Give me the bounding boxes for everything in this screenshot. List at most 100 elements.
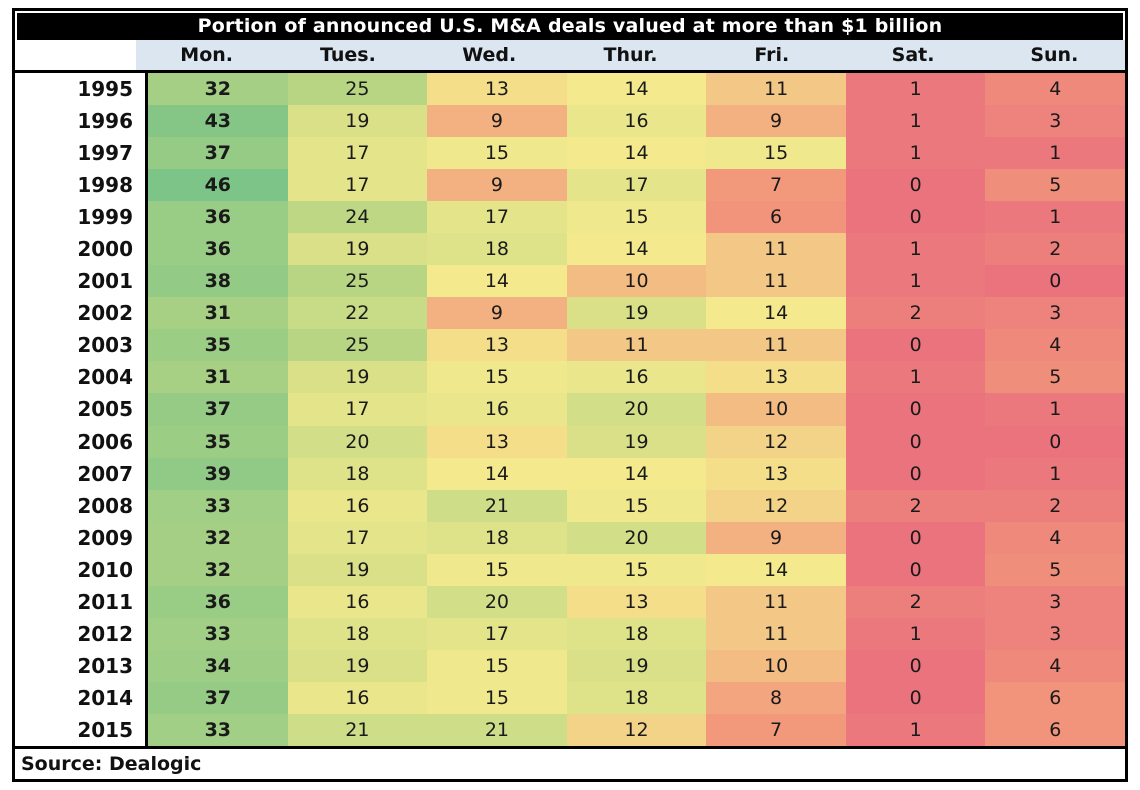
heatmap-cell-2005-wed: 16 <box>427 393 567 426</box>
table-row-2003: 2003 35 25 13 11 11 0 4 <box>15 329 1126 362</box>
heatmap-cell-2004-sun: 5 <box>985 361 1126 394</box>
heatmap-grid: 1995 32 25 13 14 11 1 4 1996 43 19 9 16 9 1 3 1997 37 17 15… <box>15 73 1126 746</box>
heatmap-cell-2005-sun: 1 <box>985 393 1126 426</box>
row-label-2009: 2009 <box>15 521 148 554</box>
heatmap-cell-2003-fri: 11 <box>706 329 846 362</box>
heatmap-cell-2010-sat: 0 <box>845 553 986 586</box>
heatmap-cell-1998-sun: 5 <box>985 169 1126 202</box>
heatmap-cell-2005-tues: 17 <box>287 393 428 426</box>
heatmap-cell-2009-wed: 18 <box>427 521 567 554</box>
row-label-1995: 1995 <box>15 73 148 106</box>
heatmap-cell-2010-sun: 5 <box>985 553 1126 586</box>
source-note: Source: Dealogic <box>15 746 1125 779</box>
row-label-2006: 2006 <box>15 425 148 458</box>
heatmap-cell-1998-fri: 7 <box>706 169 846 202</box>
column-header-mon: Mon. <box>136 40 278 70</box>
heatmap-cell-1996-fri: 9 <box>706 105 846 138</box>
table-row-2004: 2004 31 19 15 16 13 1 5 <box>15 361 1126 394</box>
heatmap-cell-2011-fri: 11 <box>706 585 846 618</box>
heatmap-cell-1995-thur: 14 <box>566 73 707 106</box>
table-row-2005: 2005 37 17 16 20 10 0 1 <box>15 393 1126 426</box>
heatmap-cell-1998-wed: 9 <box>427 169 567 202</box>
heatmap-cell-1996-tues: 19 <box>287 105 428 138</box>
heatmap-cell-2012-mon: 33 <box>148 617 288 650</box>
heatmap-cell-2004-mon: 31 <box>148 361 288 394</box>
heatmap-cell-1998-sat: 0 <box>845 169 986 202</box>
table-row-2006: 2006 35 20 13 19 12 0 0 <box>15 425 1126 458</box>
heatmap-cell-2012-thur: 18 <box>566 617 707 650</box>
heatmap-cell-1997-sat: 1 <box>845 137 986 170</box>
heatmap-cell-2010-wed: 15 <box>427 553 567 586</box>
heatmap-cell-2008-thur: 15 <box>566 489 707 522</box>
heatmap-cell-2001-fri: 11 <box>706 265 846 298</box>
heatmap-cell-2013-tues: 19 <box>287 649 428 682</box>
heatmap-cell-1999-tues: 24 <box>287 201 428 234</box>
heatmap-cell-1999-wed: 17 <box>427 201 567 234</box>
heatmap-cell-2003-sat: 0 <box>845 329 986 362</box>
heatmap-cell-2000-thur: 14 <box>566 233 707 266</box>
heatmap-cell-2014-wed: 15 <box>427 681 567 714</box>
heatmap-cell-1999-thur: 15 <box>566 201 707 234</box>
row-label-1999: 1999 <box>15 201 148 234</box>
heatmap-cell-2011-tues: 16 <box>287 585 428 618</box>
heatmap-cell-1995-mon: 32 <box>148 73 288 106</box>
row-label-2008: 2008 <box>15 489 148 522</box>
row-label-2001: 2001 <box>15 265 148 298</box>
heatmap-cell-1995-sun: 4 <box>985 73 1126 106</box>
heatmap-cell-2011-thur: 13 <box>566 585 707 618</box>
table-row-2007: 2007 39 18 14 14 13 0 1 <box>15 457 1126 490</box>
heatmap-cell-2015-sat: 1 <box>845 713 986 746</box>
table-row-2013: 2013 34 19 15 19 10 0 4 <box>15 649 1126 682</box>
row-label-2011: 2011 <box>15 585 148 618</box>
heatmap-cell-2003-sun: 4 <box>985 329 1126 362</box>
heatmap-cell-2001-sat: 1 <box>845 265 986 298</box>
table-row-1995: 1995 32 25 13 14 11 1 4 <box>15 73 1126 106</box>
heatmap-cell-2008-fri: 12 <box>706 489 846 522</box>
heatmap-cell-1996-sun: 3 <box>985 105 1126 138</box>
heatmap-cell-2008-sat: 2 <box>845 489 986 522</box>
heatmap-cell-2003-mon: 35 <box>148 329 288 362</box>
row-label-2000: 2000 <box>15 233 148 266</box>
heatmap-cell-1996-mon: 43 <box>148 105 288 138</box>
heatmap-cell-1999-mon: 36 <box>148 201 288 234</box>
heatmap-cell-2001-mon: 38 <box>148 265 288 298</box>
table-row-2011: 2011 36 16 20 13 11 2 3 <box>15 585 1126 618</box>
heatmap-cell-2014-sat: 0 <box>845 681 986 714</box>
table-row-1997: 1997 37 17 15 14 15 1 1 <box>15 137 1126 170</box>
heatmap-cell-2014-mon: 37 <box>148 681 288 714</box>
table-row-2000: 2000 36 19 18 14 11 1 2 <box>15 233 1126 266</box>
heatmap-cell-2002-mon: 31 <box>148 297 288 330</box>
heatmap-cell-1996-sat: 1 <box>845 105 986 138</box>
heatmap-cell-1997-mon: 37 <box>148 137 288 170</box>
heatmap-cell-1997-tues: 17 <box>287 137 428 170</box>
heatmap-cell-2007-tues: 18 <box>287 457 428 490</box>
heatmap-cell-2009-fri: 9 <box>706 521 846 554</box>
heatmap-cell-2013-mon: 34 <box>148 649 288 682</box>
table-row-1998: 1998 46 17 9 17 7 0 5 <box>15 169 1126 202</box>
table-row-2001: 2001 38 25 14 10 11 1 0 <box>15 265 1126 298</box>
heatmap-cell-2000-wed: 18 <box>427 233 567 266</box>
heatmap-cell-2005-sat: 0 <box>845 393 986 426</box>
heatmap-cell-2004-thur: 16 <box>566 361 707 394</box>
heatmap-cell-2010-fri: 14 <box>706 553 846 586</box>
column-header-fri: Fri. <box>701 40 843 70</box>
table-row-2009: 2009 32 17 18 20 9 0 4 <box>15 521 1126 554</box>
heatmap-cell-2001-sun: 0 <box>985 265 1126 298</box>
heatmap-cell-2012-fri: 11 <box>706 617 846 650</box>
heatmap-cell-2002-tues: 22 <box>287 297 428 330</box>
heatmap-cell-2007-fri: 13 <box>706 457 846 490</box>
heatmap-cell-2002-thur: 19 <box>566 297 707 330</box>
heatmap-cell-2000-mon: 36 <box>148 233 288 266</box>
column-header-sun: Sun. <box>983 40 1125 70</box>
heatmap-cell-2012-wed: 17 <box>427 617 567 650</box>
table-row-1996: 1996 43 19 9 16 9 1 3 <box>15 105 1126 138</box>
row-label-2012: 2012 <box>15 617 148 650</box>
row-label-2014: 2014 <box>15 681 148 714</box>
heatmap-cell-2005-mon: 37 <box>148 393 288 426</box>
row-label-2003: 2003 <box>15 329 148 362</box>
heatmap-cell-2001-thur: 10 <box>566 265 707 298</box>
row-label-2007: 2007 <box>15 457 148 490</box>
heatmap-cell-2004-fri: 13 <box>706 361 846 394</box>
heatmap-cell-2010-thur: 15 <box>566 553 707 586</box>
heatmap-cell-2015-tues: 21 <box>287 713 428 746</box>
